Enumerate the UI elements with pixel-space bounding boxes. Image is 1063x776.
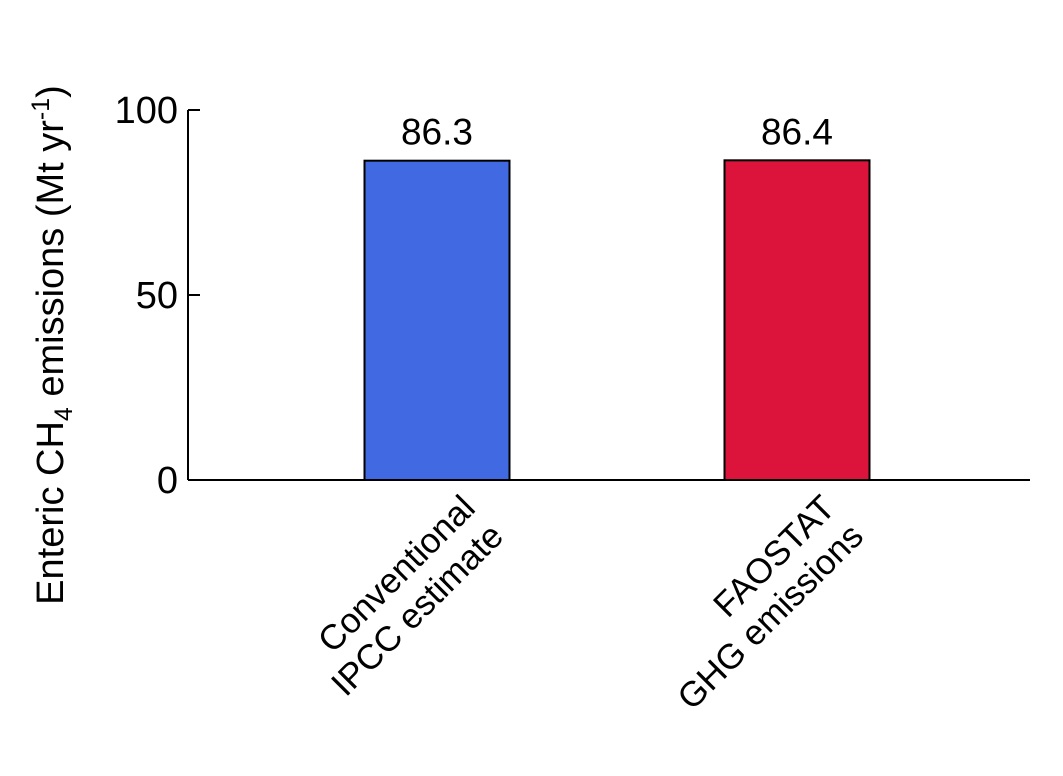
y-axis-title-subscript: 4 [50,407,78,421]
axes: 0 50 100 [115,90,1030,502]
bar [363,159,511,481]
data-label: 86.4 [761,111,833,152]
y-axis-title-part3: ) [30,85,72,98]
y-tick-label: 100 [115,90,178,132]
y-tick-label: 0 [157,460,178,502]
y-axis-title-superscript: -1 [27,98,55,120]
bars [363,159,871,481]
y-axis-title: Enteric CH4 emissions (Mt yr-1) [27,85,78,605]
y-tick-label: 50 [136,275,178,317]
y-axis-title-part1: Enteric CH [30,421,72,605]
x-category-label: FAOSTATGHG emissions [642,488,871,717]
bar [723,159,871,481]
y-axis-title-part2: emissions (Mt yr [30,120,72,407]
x-category-label: ConventionalIPCC estimate [296,488,511,703]
data-label: 86.3 [401,112,473,153]
